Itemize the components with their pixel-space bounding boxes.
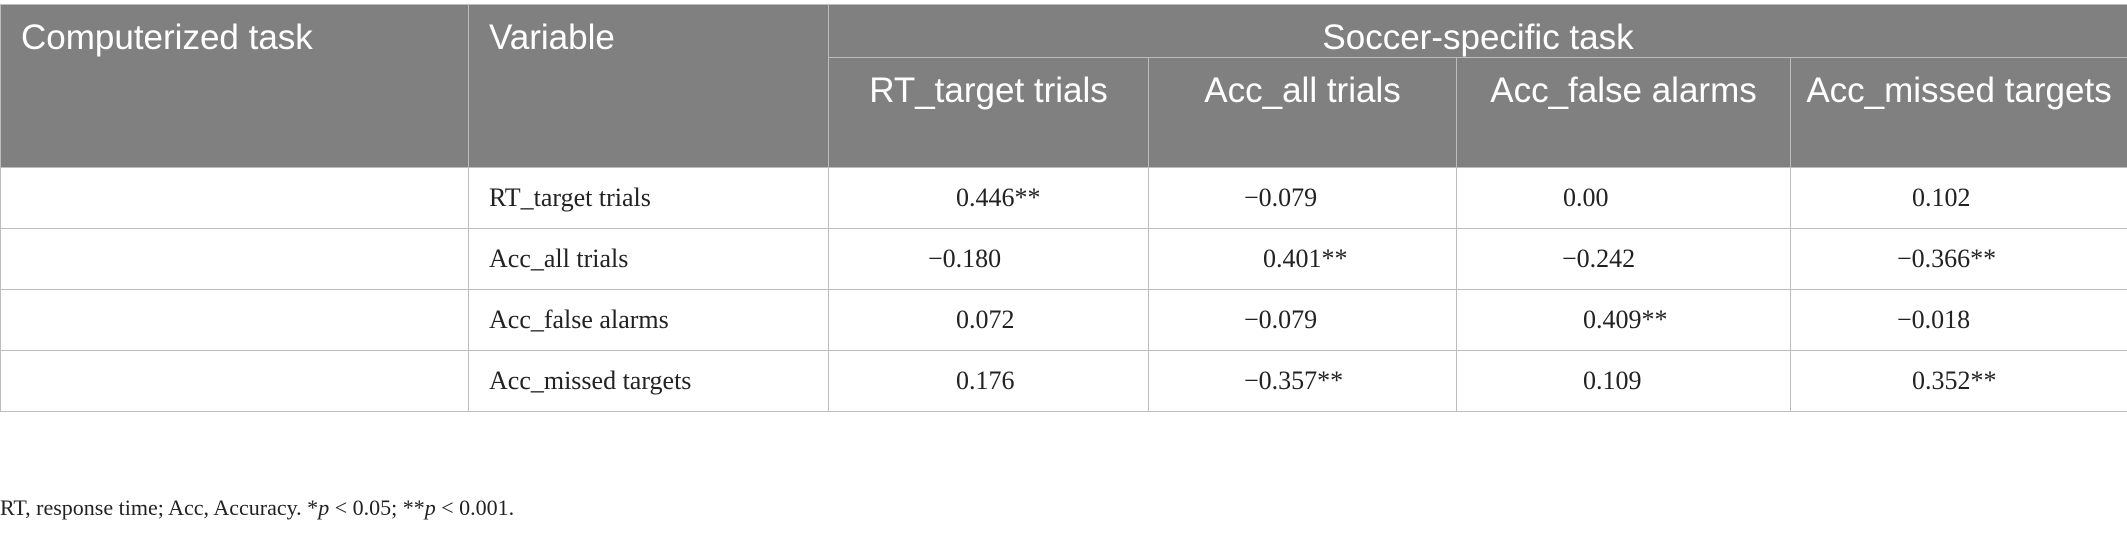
header-computerized-task: Computerized task bbox=[1, 5, 469, 168]
table-row: RT_target trials 0.446** −0.079 0.00 0.1… bbox=[1, 168, 2127, 229]
table-header: Computerized task Variable Soccer-specif… bbox=[1, 5, 2127, 168]
variable-cell: RT_target trials bbox=[469, 168, 829, 229]
task-cell bbox=[1, 290, 469, 351]
value-cell: −0.079 bbox=[1149, 168, 1457, 229]
header-col-acc-false-alarms: Acc_false alarms bbox=[1457, 58, 1791, 168]
variable-cell: Acc_all trials bbox=[469, 229, 829, 290]
table-body: RT_target trials 0.446** −0.079 0.00 0.1… bbox=[1, 168, 2127, 412]
value-cell: −0.366** bbox=[1791, 229, 2127, 290]
footnote-abbrev: RT, response time; Acc, Accuracy. * bbox=[0, 495, 318, 520]
table-row: Acc_false alarms 0.072 −0.079 0.409** −0… bbox=[1, 290, 2127, 351]
task-cell bbox=[1, 229, 469, 290]
header-soccer-specific-task: Soccer-specific task bbox=[829, 5, 2127, 58]
header-col-acc-all-trials: Acc_all trials bbox=[1149, 58, 1457, 168]
value-cell: 0.352** bbox=[1791, 351, 2127, 412]
task-cell bbox=[1, 168, 469, 229]
table-footnote: RT, response time; Acc, Accuracy. *p < 0… bbox=[0, 495, 514, 521]
footnote-threshold-2: < 0.001. bbox=[436, 495, 514, 520]
header-col-acc-missed-targets: Acc_missed targets bbox=[1791, 58, 2127, 168]
value-cell: 0.109 bbox=[1457, 351, 1791, 412]
value-cell: −0.079 bbox=[1149, 290, 1457, 351]
value-cell: 0.072 bbox=[829, 290, 1149, 351]
table-row: Acc_all trials −0.180 0.401** −0.242 −0.… bbox=[1, 229, 2127, 290]
value-cell: 0.409** bbox=[1457, 290, 1791, 351]
correlation-table: Computerized task Variable Soccer-specif… bbox=[0, 4, 2127, 412]
value-cell: −0.018 bbox=[1791, 290, 2127, 351]
value-cell: −0.357** bbox=[1149, 351, 1457, 412]
value-cell: 0.446** bbox=[829, 168, 1149, 229]
value-cell: 0.176 bbox=[829, 351, 1149, 412]
header-col-rt-target-trials: RT_target trials bbox=[829, 58, 1149, 168]
task-cell bbox=[1, 351, 469, 412]
value-cell: 0.401** bbox=[1149, 229, 1457, 290]
footnote-p-symbol: p bbox=[425, 495, 436, 520]
footnote-p-symbol: p bbox=[318, 495, 329, 520]
table-row: Acc_missed targets 0.176 −0.357** 0.109 … bbox=[1, 351, 2127, 412]
value-cell: 0.00 bbox=[1457, 168, 1791, 229]
header-variable: Variable bbox=[469, 5, 829, 168]
header-row-top: Computerized task Variable Soccer-specif… bbox=[1, 5, 2127, 58]
value-cell: −0.180 bbox=[829, 229, 1149, 290]
variable-cell: Acc_false alarms bbox=[469, 290, 829, 351]
value-cell: −0.242 bbox=[1457, 229, 1791, 290]
value-cell: 0.102 bbox=[1791, 168, 2127, 229]
footnote-threshold-1: < 0.05; ** bbox=[329, 495, 425, 520]
variable-cell: Acc_missed targets bbox=[469, 351, 829, 412]
